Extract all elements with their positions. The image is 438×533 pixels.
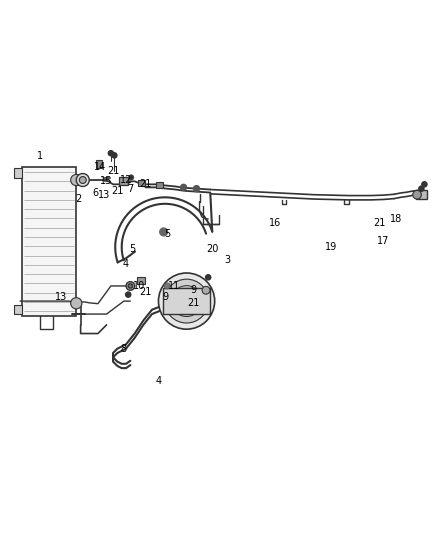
Circle shape	[79, 176, 86, 183]
Text: 21: 21	[111, 186, 124, 196]
Bar	[137, 277, 145, 284]
Circle shape	[164, 283, 170, 289]
Circle shape	[181, 296, 192, 306]
Text: 17: 17	[377, 236, 389, 246]
Text: 1: 1	[36, 151, 42, 161]
Bar	[416, 190, 427, 199]
Text: 7: 7	[127, 184, 134, 193]
Circle shape	[205, 274, 211, 280]
Text: 2: 2	[75, 195, 81, 205]
Text: 5: 5	[164, 229, 170, 239]
Circle shape	[71, 174, 82, 185]
Circle shape	[159, 273, 215, 329]
Bar	[163, 288, 210, 314]
Text: 16: 16	[269, 218, 281, 228]
Text: 21: 21	[139, 287, 152, 297]
Circle shape	[422, 182, 427, 187]
Circle shape	[126, 281, 134, 290]
Text: 21: 21	[107, 166, 119, 176]
Circle shape	[180, 184, 187, 190]
Bar	[22, 167, 76, 316]
Text: 9: 9	[190, 285, 196, 295]
Text: 20: 20	[206, 244, 219, 254]
Circle shape	[112, 153, 117, 158]
Circle shape	[128, 284, 133, 288]
Text: 21: 21	[187, 298, 199, 308]
Text: 8: 8	[121, 344, 127, 354]
Text: 21: 21	[139, 179, 152, 189]
Text: 6: 6	[93, 188, 99, 198]
Circle shape	[194, 185, 200, 192]
Text: 4: 4	[155, 376, 162, 386]
Circle shape	[129, 175, 134, 180]
Circle shape	[184, 299, 188, 303]
Circle shape	[202, 286, 210, 294]
Circle shape	[413, 190, 421, 199]
Circle shape	[108, 151, 113, 156]
Text: 14: 14	[94, 162, 106, 172]
Circle shape	[76, 174, 89, 187]
Bar	[156, 182, 163, 188]
Circle shape	[126, 292, 131, 297]
Text: 19: 19	[325, 242, 338, 252]
Text: 9: 9	[162, 292, 168, 302]
Text: 15: 15	[100, 176, 113, 186]
Text: 3: 3	[225, 255, 231, 265]
Text: 11: 11	[167, 281, 180, 291]
Text: 4: 4	[123, 260, 129, 269]
Circle shape	[171, 286, 202, 317]
Text: 21: 21	[373, 218, 385, 228]
Text: 13: 13	[55, 292, 67, 302]
Bar	[14, 168, 22, 178]
Text: 18: 18	[390, 214, 403, 224]
Circle shape	[419, 186, 424, 191]
Text: 13: 13	[98, 190, 110, 200]
Bar	[14, 304, 22, 314]
Circle shape	[177, 291, 196, 311]
Bar	[96, 160, 102, 168]
Text: 12: 12	[120, 175, 132, 185]
Bar	[138, 180, 145, 186]
Circle shape	[165, 279, 208, 323]
Circle shape	[160, 228, 168, 236]
Circle shape	[71, 297, 82, 309]
Text: 10: 10	[133, 281, 145, 291]
Bar	[119, 177, 128, 185]
Text: 5: 5	[129, 244, 136, 254]
